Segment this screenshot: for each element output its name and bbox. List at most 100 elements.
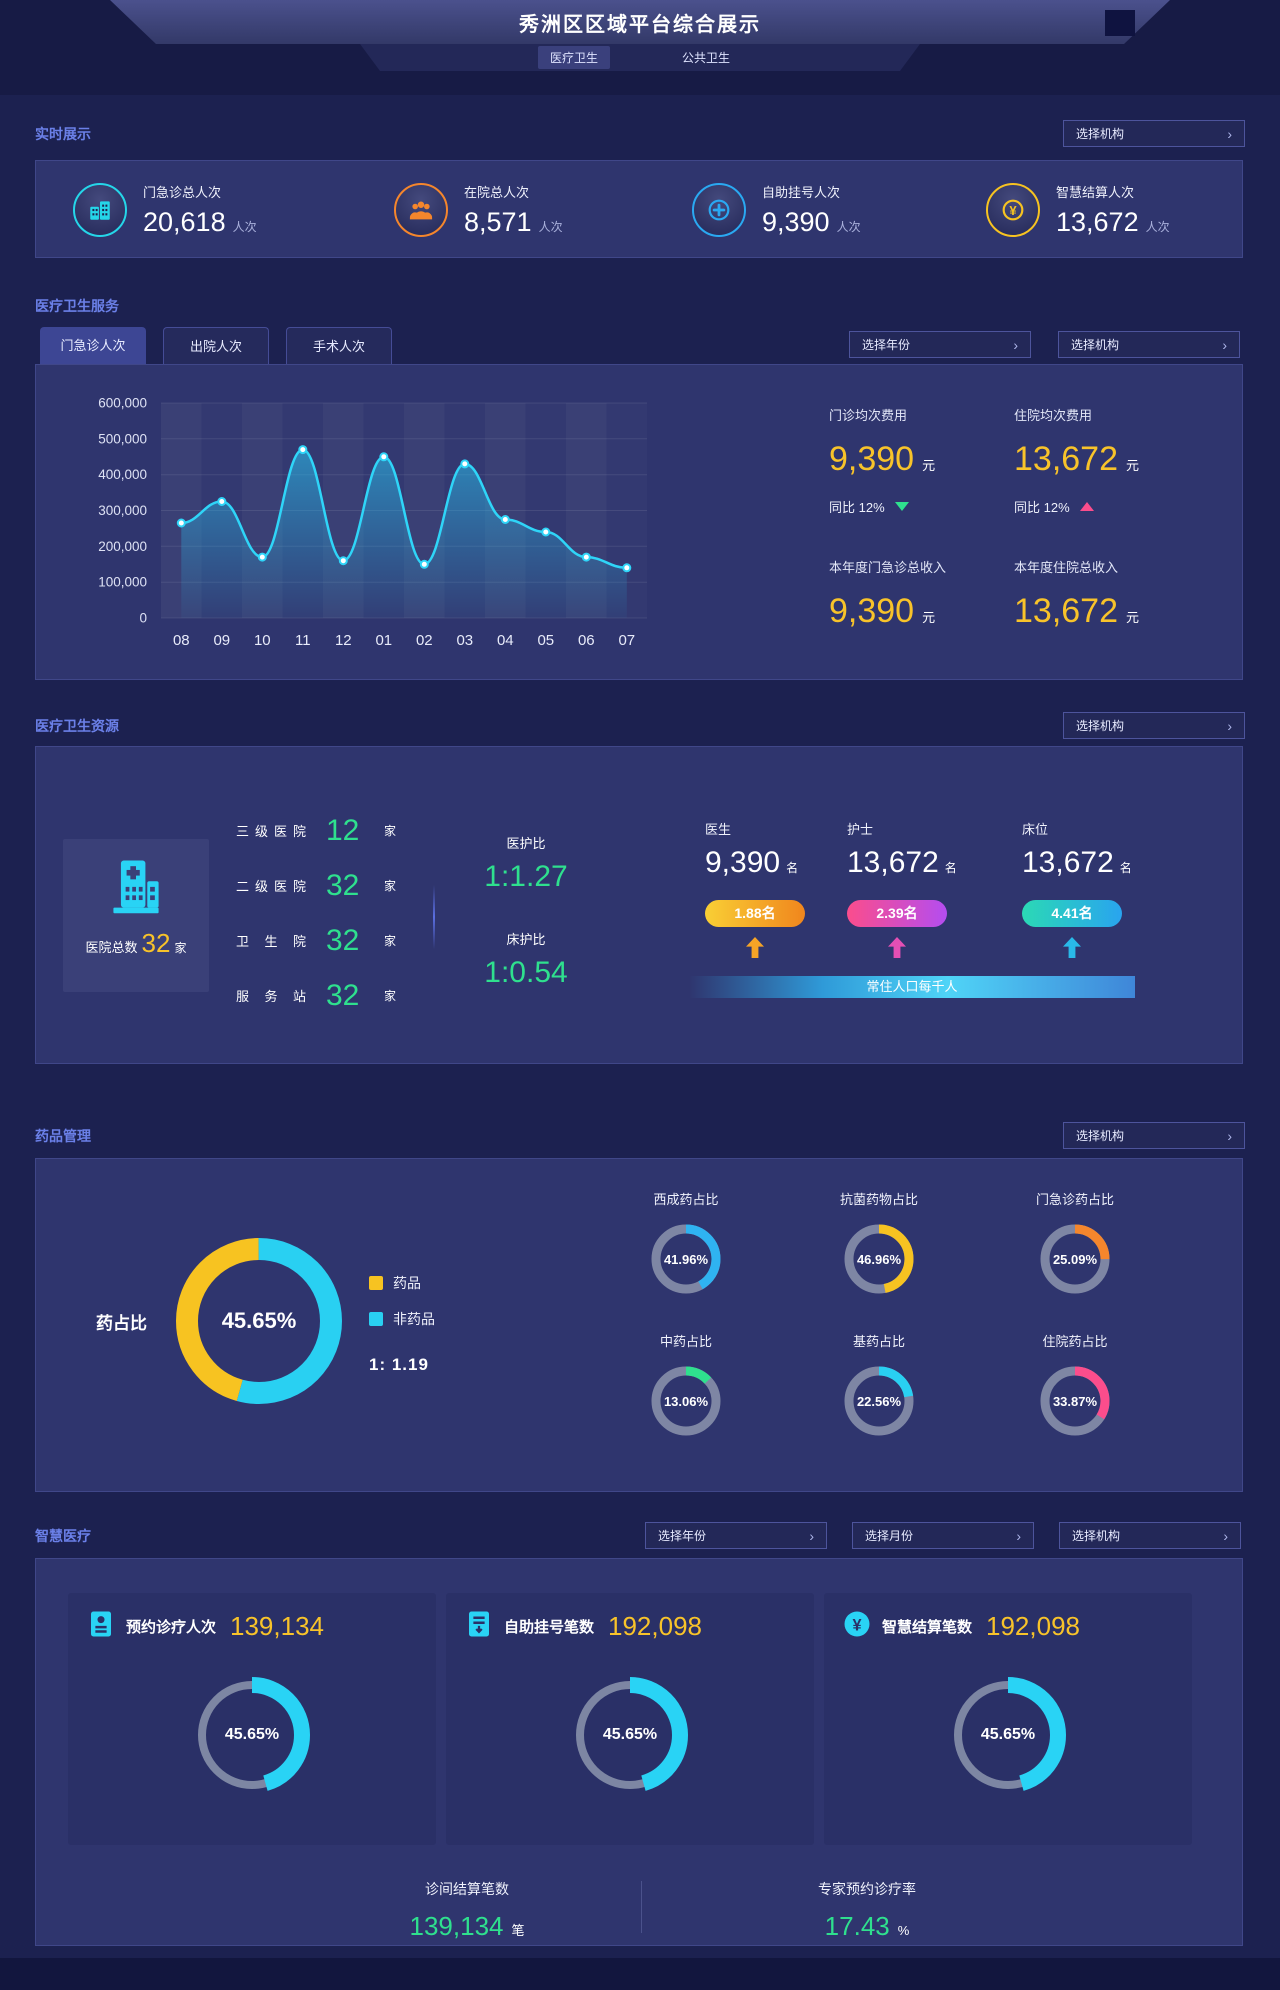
select-org-button[interactable]: 选择机构 › (1063, 712, 1245, 739)
hospital-total-label: 医院总数 (85, 940, 138, 955)
per-capita-badge: 1.88名 (705, 900, 805, 927)
legend-swatch (369, 1312, 383, 1326)
select-org-button[interactable]: 选择机构 › (1058, 331, 1240, 358)
chevron-right-icon: › (1223, 1527, 1228, 1544)
staff-nurses: 护士 13,672 名 2.39名 (847, 819, 957, 958)
donut-outpatient-drugs: 门急诊药占比 25.09% (1000, 1189, 1150, 1298)
chevron-right-icon: › (1227, 125, 1232, 142)
select-year-button[interactable]: 选择年份 › (645, 1522, 827, 1549)
chevron-right-icon: › (1222, 336, 1227, 353)
services-panel: 600,000 500,000 400,000 300,000 200,000 100,0… (35, 364, 1243, 680)
hospital-building-icon (113, 860, 159, 914)
page-title: 秀洲区区域平台综合展示 (519, 13, 761, 36)
realtime-section-head: 实时展示 选择机构 › (35, 120, 1245, 148)
svg-text:600,000: 600,000 (98, 396, 147, 411)
up-arrow-icon (888, 937, 906, 958)
resources-section-head: 医疗卫生资源 选择机构 › (35, 712, 1245, 740)
chevron-right-icon: › (809, 1527, 814, 1544)
section-label-smart: 智慧医疗 (35, 1528, 91, 1544)
select-year-button[interactable]: 选择年份 › (849, 331, 1031, 358)
list-item: 卫生院 32 家 (236, 923, 397, 957)
yuan-icon: ¥ (986, 183, 1040, 237)
people-icon (394, 183, 448, 237)
stat-outpatient-avg-cost: 门诊均次费用 9,390 元 同比 12% (829, 408, 936, 515)
svg-text:100,000: 100,000 (98, 575, 147, 590)
yuan-circle-icon: ¥ (842, 1609, 872, 1644)
stat-expert-appointment-rate: 专家预约诊疗率 17.43% (818, 1881, 916, 1941)
hospital-total-value: 32 (141, 928, 171, 958)
section-label-resources: 医疗卫生资源 (35, 718, 119, 734)
smart-section-head: 智慧医疗 选择年份 › 选择月份 › 选择机构 › (35, 1522, 1245, 1550)
donut-western-drugs: 西成药占比 41.96% (611, 1189, 761, 1298)
completion-donut: 45.65% (564, 1669, 696, 1801)
per-capita-bar: 常住人口每千人 (689, 976, 1135, 998)
smart-panel: 预约诊疗人次 139,134 45.65% 自助挂号笔数 192,098 (35, 1558, 1243, 1946)
select-org-button[interactable]: 选择机构 › (1059, 1522, 1241, 1549)
realtime-panel: 门急诊总人次 20,618 人次 在院总人次 8,571 人次 (35, 160, 1243, 258)
stat-label: 门急诊总人次 (143, 185, 222, 200)
header: 秀洲区区域平台综合展示 医疗卫生 公共卫生 (0, 0, 1280, 95)
divider (433, 885, 435, 949)
doctor-nurse-ratio: 医护比 1:1.27 (484, 836, 568, 893)
stat-outpatient-income: 本年度门急诊总收入 9,390 元 (829, 560, 947, 630)
stat-inpatient-avg-cost: 住院均次费用 13,672 元 同比 12% (1014, 408, 1140, 515)
select-month-button[interactable]: 选择月份 › (852, 1522, 1034, 1549)
trend-up-icon (1079, 502, 1094, 511)
header-banner: 秀洲区区域平台综合展示 (110, 0, 1170, 44)
svg-text:09: 09 (213, 632, 230, 649)
bottom-bar (0, 1958, 1280, 1990)
donut-inpatient-drugs: 住院药占比 33.87% (1000, 1331, 1150, 1440)
staff-beds: 床位 13,672 名 4.41名 (1022, 819, 1132, 958)
id-card-icon (86, 1609, 116, 1644)
list-item: 服务站 32 家 (236, 978, 397, 1012)
tab-outpatient-visits[interactable]: 门急诊人次 (40, 327, 146, 364)
stat-label: 在院总人次 (464, 185, 530, 200)
register-icon (464, 1609, 494, 1644)
hospital-total-unit: 家 (174, 941, 187, 955)
stat-value: 20,618 (143, 207, 226, 237)
stat-label: 自助挂号人次 (762, 185, 841, 200)
card-appointment-visits: 预约诊疗人次 139,134 45.65% (68, 1593, 436, 1845)
tab-medical-health[interactable]: 医疗卫生 (538, 46, 610, 69)
donut-basic-drugs: 基药占比 22.56% (804, 1331, 954, 1440)
services-section-head: 医疗卫生服务 (35, 292, 1245, 320)
select-org-button[interactable]: 选择机构 › (1063, 120, 1245, 147)
svg-text:¥: ¥ (1009, 203, 1017, 218)
chevron-right-icon: › (1013, 336, 1018, 353)
svg-text:07: 07 (618, 632, 635, 649)
donut-antibacterial: 抗菌药物占比 46.96% (804, 1189, 954, 1298)
select-org-button[interactable]: 选择机构 › (1063, 1122, 1245, 1149)
drug-nondrug-ratio: 1: 1.19 (369, 1355, 429, 1374)
per-capita-badge: 2.39名 (847, 900, 947, 927)
svg-text:200,000: 200,000 (98, 539, 147, 554)
completion-donut: 45.65% (942, 1669, 1074, 1801)
stat-self-register: 自助挂号人次 9,390 人次 (692, 161, 861, 259)
stat-smart-settlement: ¥ 智慧结算人次 13,672 人次 (986, 161, 1170, 259)
donut-chinese-medicine: 中药占比 13.06% (611, 1331, 761, 1440)
stat-outpatient-total: 门急诊总人次 20,618 人次 (73, 161, 257, 259)
svg-text:300,000: 300,000 (98, 503, 147, 518)
up-arrow-icon (746, 937, 764, 958)
list-item: 三级医院 12 家 (236, 813, 397, 847)
stat-unit: 人次 (836, 220, 861, 234)
svg-text:04: 04 (497, 632, 514, 649)
section-label-services: 医疗卫生服务 (35, 298, 119, 314)
svg-text:01: 01 (375, 632, 392, 649)
stat-inpatient-total: 在院总人次 8,571 人次 (394, 161, 563, 259)
card-self-register: 自助挂号笔数 192,098 45.65% (446, 1593, 814, 1845)
stat-unit: 人次 (232, 220, 257, 234)
tab-discharge-visits[interactable]: 出院人次 (163, 327, 269, 364)
tab-surgery-visits[interactable]: 手术人次 (286, 327, 392, 364)
list-item: 二级医院 32 家 (236, 868, 397, 902)
chevron-right-icon: › (1227, 717, 1232, 734)
card-smart-settlement: ¥ 智慧结算笔数 192,098 45.65% (824, 1593, 1192, 1845)
svg-text:500,000: 500,000 (98, 431, 147, 446)
chevron-right-icon: › (1016, 1527, 1021, 1544)
svg-text:11: 11 (295, 632, 311, 649)
svg-text:¥: ¥ (852, 1616, 861, 1634)
tab-public-health[interactable]: 公共卫生 (682, 51, 731, 65)
visits-area-chart: 600,000 500,000 400,000 300,000 200,000 100,0… (61, 389, 661, 657)
stat-unit: 人次 (1145, 220, 1170, 234)
stat-label: 智慧结算人次 (1056, 185, 1135, 200)
cross-circle-icon (692, 183, 746, 237)
